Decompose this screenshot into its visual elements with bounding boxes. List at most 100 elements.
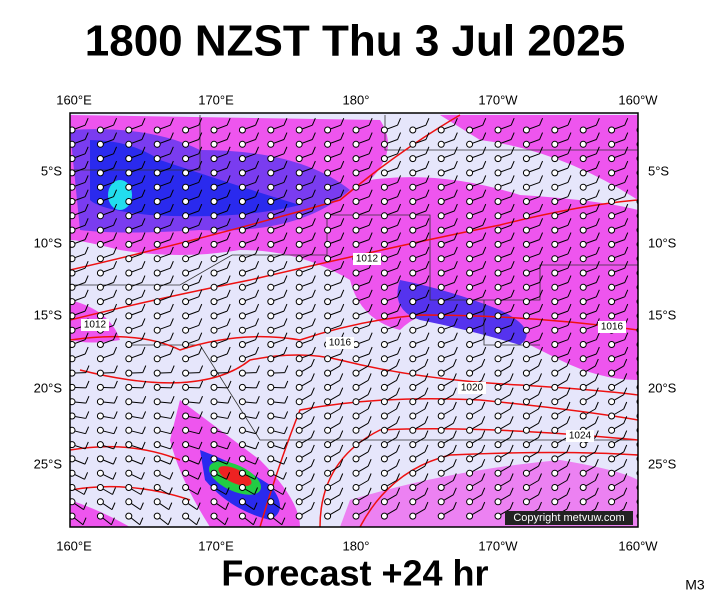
barb-flag: [624, 246, 629, 255]
barb-station: [522, 140, 530, 148]
barb-station: [295, 441, 303, 449]
lat-label: 15°S: [34, 307, 63, 322]
lat-label: 20°S: [34, 380, 63, 395]
barb-flag: [169, 218, 174, 226]
barb-flag: [255, 380, 260, 389]
barb-flag: [226, 303, 231, 312]
barb-station: [182, 312, 190, 320]
barb-station: [522, 240, 530, 248]
barb-flag: [595, 303, 600, 312]
barb-flag: [452, 416, 457, 424]
barb-station: [466, 426, 474, 434]
lon-label: 170°W: [478, 538, 518, 553]
barb-station: [494, 169, 502, 177]
barb-flag: [452, 473, 457, 481]
barb-flag: [453, 118, 458, 126]
barb-flag: [226, 203, 231, 212]
barb-station: [579, 269, 587, 277]
barb-flag: [113, 118, 118, 126]
barb-flag: [284, 411, 289, 419]
barb-flag: [595, 275, 600, 283]
barb-station: [466, 298, 474, 306]
barb-station: [579, 455, 587, 463]
barb-station: [70, 326, 76, 334]
barb-station: [494, 512, 502, 520]
barb-station: [579, 298, 587, 306]
barb-flag: [595, 203, 600, 212]
barb-flag: [397, 346, 402, 355]
barb-station: [437, 412, 445, 420]
barb-flag: [84, 118, 89, 126]
barb-station: [125, 169, 133, 177]
barb-flag: [284, 365, 289, 373]
barb-flag: [623, 459, 628, 467]
barb-station: [522, 269, 530, 277]
barb-station: [608, 312, 616, 320]
barb-station: [494, 240, 502, 248]
barb-station: [494, 226, 502, 234]
barb-flag: [85, 395, 90, 404]
barb-station: [522, 369, 530, 377]
barb-flag: [510, 275, 515, 283]
barb-station: [96, 126, 104, 134]
barb-station: [324, 355, 332, 363]
barb-station: [153, 369, 161, 377]
barb-station: [608, 369, 616, 377]
barb-station: [437, 240, 445, 248]
barb-station: [182, 512, 190, 520]
barb-station: [437, 484, 445, 491]
barb-flag: [311, 146, 316, 155]
barb-flag: [624, 175, 629, 183]
barb-flag: [397, 232, 402, 240]
barb-flag: [196, 502, 201, 510]
barb-flag: [169, 146, 174, 155]
barb-station: [409, 398, 417, 406]
lon-label: 170°E: [198, 538, 234, 553]
barb-flag: [141, 132, 146, 140]
barb-flag: [85, 365, 90, 373]
barb-station: [437, 469, 445, 477]
barb-station: [125, 355, 133, 363]
barb-station: [70, 140, 76, 148]
barb-flag: [509, 401, 514, 410]
barb-station: [267, 398, 275, 406]
barb-flag: [169, 332, 174, 340]
barb-flag: [84, 261, 89, 269]
barb-flag: [225, 487, 230, 495]
barb-flag: [538, 444, 542, 453]
barb-station: [608, 298, 616, 306]
barb-station: [466, 312, 474, 320]
barb-station: [409, 198, 417, 205]
barb-station: [125, 298, 133, 306]
barb-station: [466, 355, 474, 363]
barb-flag: [141, 346, 146, 355]
barb-flag: [255, 146, 260, 155]
barb-flag: [311, 246, 316, 255]
barb-flag: [367, 387, 372, 395]
barb-station: [579, 198, 587, 205]
barb-flag: [283, 456, 288, 465]
barb-flag: [594, 373, 599, 381]
barb-station: [295, 426, 303, 434]
barb-station: [238, 426, 246, 434]
barb-flag: [141, 289, 146, 298]
barb-station: [352, 269, 360, 277]
barb-station: [238, 398, 246, 406]
barb-flag: [595, 160, 600, 169]
barb-station: [125, 398, 133, 406]
barb-station: [466, 369, 474, 377]
barb-flag: [452, 401, 457, 410]
barb-station: [70, 441, 76, 449]
barb-station: [551, 183, 559, 191]
barb-flag: [481, 444, 486, 453]
barb-station: [352, 140, 360, 148]
barb-station: [238, 469, 246, 477]
barb-flag: [539, 189, 544, 197]
barb-station: [324, 198, 332, 205]
barb-flag: [424, 444, 429, 453]
barb-flag: [396, 401, 400, 410]
barb-station: [380, 426, 388, 434]
barb-station: [70, 341, 76, 348]
barb-flag: [113, 426, 118, 434]
barb-station: [494, 255, 502, 263]
